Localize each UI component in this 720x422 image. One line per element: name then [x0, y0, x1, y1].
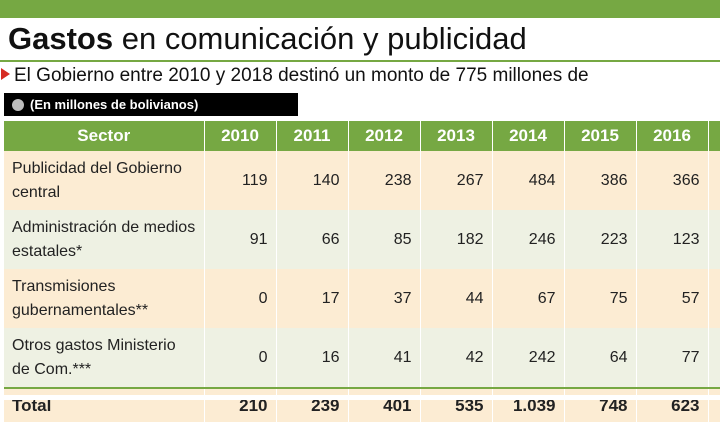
value-cell: 484	[492, 151, 565, 210]
value-cell	[708, 328, 720, 388]
value-cell	[708, 269, 720, 328]
title-rest: en comunicación y publicidad	[113, 21, 527, 56]
units-text: (En millones de bolivianos)	[30, 97, 199, 112]
value-cell: 42	[420, 328, 493, 388]
column-header-year: 2014	[492, 121, 565, 151]
value-cell: 77	[636, 328, 709, 388]
column-header-year: 2013	[420, 121, 493, 151]
data-table: Sector 2010 2011 2012 2013 2014 2015 201…	[4, 121, 720, 422]
value-cell: 67	[492, 269, 565, 328]
table-header-row: Sector 2010 2011 2012 2013 2014 2015 201…	[4, 121, 720, 151]
units-label: (En millones de bolivianos)	[4, 93, 298, 116]
value-cell: 91	[204, 210, 277, 269]
value-cell: 386	[564, 151, 637, 210]
column-header-year: 2012	[348, 121, 421, 151]
total-cell	[708, 387, 720, 422]
column-header-year: 2	[708, 121, 720, 151]
value-cell	[708, 151, 720, 210]
table-row: Publicidad del Gobierno central 119 140 …	[4, 151, 720, 210]
value-cell: 140	[276, 151, 349, 210]
total-cell: 239	[276, 387, 349, 422]
value-cell: 37	[348, 269, 421, 328]
subtitle: El Gobierno entre 2010 y 2018 destinó un…	[0, 64, 589, 88]
column-header-sector: Sector	[4, 121, 205, 151]
value-cell: 223	[564, 210, 637, 269]
total-row: Total 210 239 401 535 1.039 748 623	[4, 387, 720, 422]
value-cell: 242	[492, 328, 565, 388]
total-cell: 401	[348, 387, 421, 422]
value-cell: 123	[636, 210, 709, 269]
column-header-year: 2015	[564, 121, 637, 151]
top-accent-bar	[0, 0, 720, 18]
title-divider	[0, 60, 720, 62]
table-row: Administración de medios estatales* 91 6…	[4, 210, 720, 269]
table-row: Otros gastos Ministerio de Com.*** 0 16 …	[4, 328, 720, 388]
value-cell: 66	[276, 210, 349, 269]
value-cell: 44	[420, 269, 493, 328]
value-cell: 57	[636, 269, 709, 328]
table-row: Transmisiones gubernamentales** 0 17 37 …	[4, 269, 720, 328]
value-cell: 0	[204, 269, 277, 328]
value-cell: 119	[204, 151, 277, 210]
value-cell: 17	[276, 269, 349, 328]
total-cell: 1.039	[492, 387, 565, 422]
value-cell: 366	[636, 151, 709, 210]
total-cell: 623	[636, 387, 709, 422]
sector-cell: Transmisiones gubernamentales**	[4, 269, 205, 328]
bullet-dot-icon	[12, 99, 24, 111]
value-cell: 85	[348, 210, 421, 269]
column-header-year: 2016	[636, 121, 709, 151]
value-cell: 267	[420, 151, 493, 210]
page-title: Gastos en comunicación y publicidad	[8, 21, 527, 57]
column-header-year: 2010	[204, 121, 277, 151]
sector-cell: Publicidad del Gobierno central	[4, 151, 205, 210]
value-cell: 246	[492, 210, 565, 269]
total-cell: 210	[204, 387, 277, 422]
sector-cell: Otros gastos Ministerio de Com.***	[4, 328, 205, 388]
total-cell: 535	[420, 387, 493, 422]
value-cell: 16	[276, 328, 349, 388]
value-cell: 41	[348, 328, 421, 388]
column-header-year: 2011	[276, 121, 349, 151]
value-cell: 182	[420, 210, 493, 269]
title-bold: Gastos	[8, 21, 114, 56]
triangle-marker-icon	[1, 68, 10, 80]
value-cell: 64	[564, 328, 637, 388]
value-cell: 75	[564, 269, 637, 328]
value-cell: 238	[348, 151, 421, 210]
total-cell: 748	[564, 387, 637, 422]
sector-cell: Administración de medios estatales*	[4, 210, 205, 269]
value-cell	[708, 210, 720, 269]
bottom-edge	[0, 395, 720, 400]
subtitle-text: El Gobierno entre 2010 y 2018 destinó un…	[14, 65, 589, 86]
total-label: Total	[4, 387, 205, 422]
value-cell: 0	[204, 328, 277, 388]
